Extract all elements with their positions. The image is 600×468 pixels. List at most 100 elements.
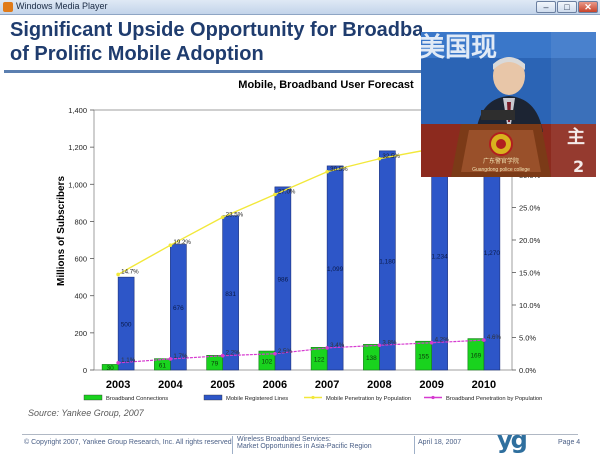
media-player-icon [3,2,13,12]
y-tick-label: 1,200 [68,143,87,152]
footer-separator [232,436,233,454]
bar-label-mobile: 986 [277,276,288,283]
window-titlebar: Windows Media Player – □ ✕ [0,0,600,15]
bar-label-broadband: 155 [418,354,429,361]
label-mobile-penetration: 32.5% [382,153,400,160]
video-banner-text: 美国现 [421,32,497,63]
bar-mobile-registered-lines [222,215,239,371]
bar-mobile-registered-lines [117,276,135,371]
title-divider [4,70,596,73]
footer-copyright: © Copyright 2007, Yankee Group Research,… [24,439,234,446]
label-broadband-penetration: 4.2% [435,337,450,344]
x-tick-label: 2008 [367,379,391,391]
bar-mobile-registered-lines [170,244,187,371]
bar-mobile-registered-lines [379,150,396,371]
bar-label-mobile: 500 [121,322,132,329]
slide-title-line-1: Significant Upside Opportunity for Broad… [10,19,424,41]
point-broadband-penetration [220,353,225,358]
bar-label-mobile: 1,180 [379,258,396,265]
footer-event-line-1: Wireless Broadband Services: [237,436,331,443]
legend-marker [431,395,435,400]
close-button[interactable]: ✕ [578,1,598,13]
point-broadband-penetration [377,343,382,348]
y-tick-label: 600 [74,255,87,264]
point-mobile-penetration [325,169,329,174]
bar-label-broadband: 79 [211,361,219,368]
legend-swatch [83,394,103,401]
bar-mobile-registered-lines [326,165,344,371]
y-tick-label: 400 [74,292,87,301]
label-broadband-penetration: 1.7% [173,353,188,360]
legend-label: Broadband Connections [106,396,168,402]
point-mobile-penetration [168,243,173,247]
yankee-group-logo: yg [497,426,528,454]
y2-tick-label: 5.0% [519,334,536,343]
bar-label-mobile: 1,099 [327,266,344,273]
legend-label: Mobile Penetration by Population [326,396,411,402]
y-tick-label: 0 [83,366,87,375]
y2-tick-label: 10.0% [519,301,541,310]
x-tick-label: 2003 [106,379,130,391]
bar-label-broadband: 122 [314,357,325,364]
maximize-button[interactable]: □ [557,1,577,13]
bar-label-broadband: 102 [261,359,272,366]
bar-broadband-connections [206,355,223,371]
video-podium-chinese: 广东警官学院 [483,157,519,165]
bar-label-broadband: 138 [366,355,377,362]
point-mobile-penetration [273,192,277,197]
line-broadband-penetration [118,339,484,364]
bar-broadband-connections [154,358,171,371]
label-broadband-penetration: 1.1% [121,357,136,364]
label-mobile-penetration: 23.5% [226,211,244,218]
label-broadband-penetration: 3.8% [382,339,397,346]
label-broadband-penetration: 2.2% [226,350,241,357]
video-banner-right: 主 [567,126,585,148]
y-tick-label: 1,000 [68,180,87,189]
logo-text: yg [497,426,528,454]
bar-broadband-connections [258,350,276,371]
slide-canvas[interactable]: Significant Upside Opportunity for Broad… [4,16,596,464]
x-tick-label: 2009 [419,379,443,391]
x-tick-label: 2005 [210,379,234,391]
point-broadband-penetration [482,338,486,342]
label-mobile-penetration: 14.7% [121,268,139,275]
point-broadband-penetration [429,340,434,345]
bar-label-broadband: 169 [470,352,481,359]
bar-label-mobile: 831 [225,291,236,298]
slide-title: Significant Upside Opportunity for Broad… [10,18,430,66]
bar-broadband-connections [415,340,432,371]
bar-broadband-connections [310,347,328,371]
window-title: Windows Media Player [16,1,108,11]
video-overlay[interactable]: 美国现 广东警官学院 Guangdong police college 主 2 [421,32,596,177]
footer-divider [22,434,578,435]
video-frame: 美国现 广东警官学院 Guangdong police college 主 2 [421,32,596,177]
point-broadband-penetration [325,346,329,350]
point-broadband-penetration [116,361,120,365]
bar-label-broadband: 61 [159,362,167,369]
footer-separator [414,436,415,454]
footer-page-number: Page 4 [558,439,581,446]
bar-mobile-registered-lines [274,186,292,371]
minimize-button[interactable]: – [536,1,556,13]
label-broadband-penetration: 4.6% [487,334,502,341]
label-mobile-penetration: 30.5% [330,166,348,173]
footer-date: April 18, 2007 [418,439,462,446]
chart-title: Mobile, Broadband User Forecast [238,79,414,91]
label-mobile-penetration: 27.0% [278,189,296,196]
y2-tick-label: 20.0% [519,236,541,245]
legend-label: Broadband Penetration by Population [446,396,542,402]
x-tick-label: 2004 [158,379,183,391]
footer-event: Wireless Broadband Services: Market Oppo… [237,436,372,450]
legend-marker [311,395,315,400]
point-broadband-penetration [273,351,277,356]
y2-tick-label: 15.0% [519,269,541,278]
video-banner-right-2: 2 [573,157,584,176]
y-tick-label: 800 [74,217,87,226]
bar-label-mobile: 1,270 [484,250,501,257]
label-broadband-penetration: 3.4% [330,342,345,349]
y-axis-label: Millions of Subscribers [56,176,67,286]
bar-label-mobile: 1,234 [431,253,448,260]
bar-broadband-connections [467,338,485,371]
footer-event-line-2: Market Opportunities in Asia-Pacific Reg… [237,443,372,450]
bar-broadband-connections [363,344,380,371]
